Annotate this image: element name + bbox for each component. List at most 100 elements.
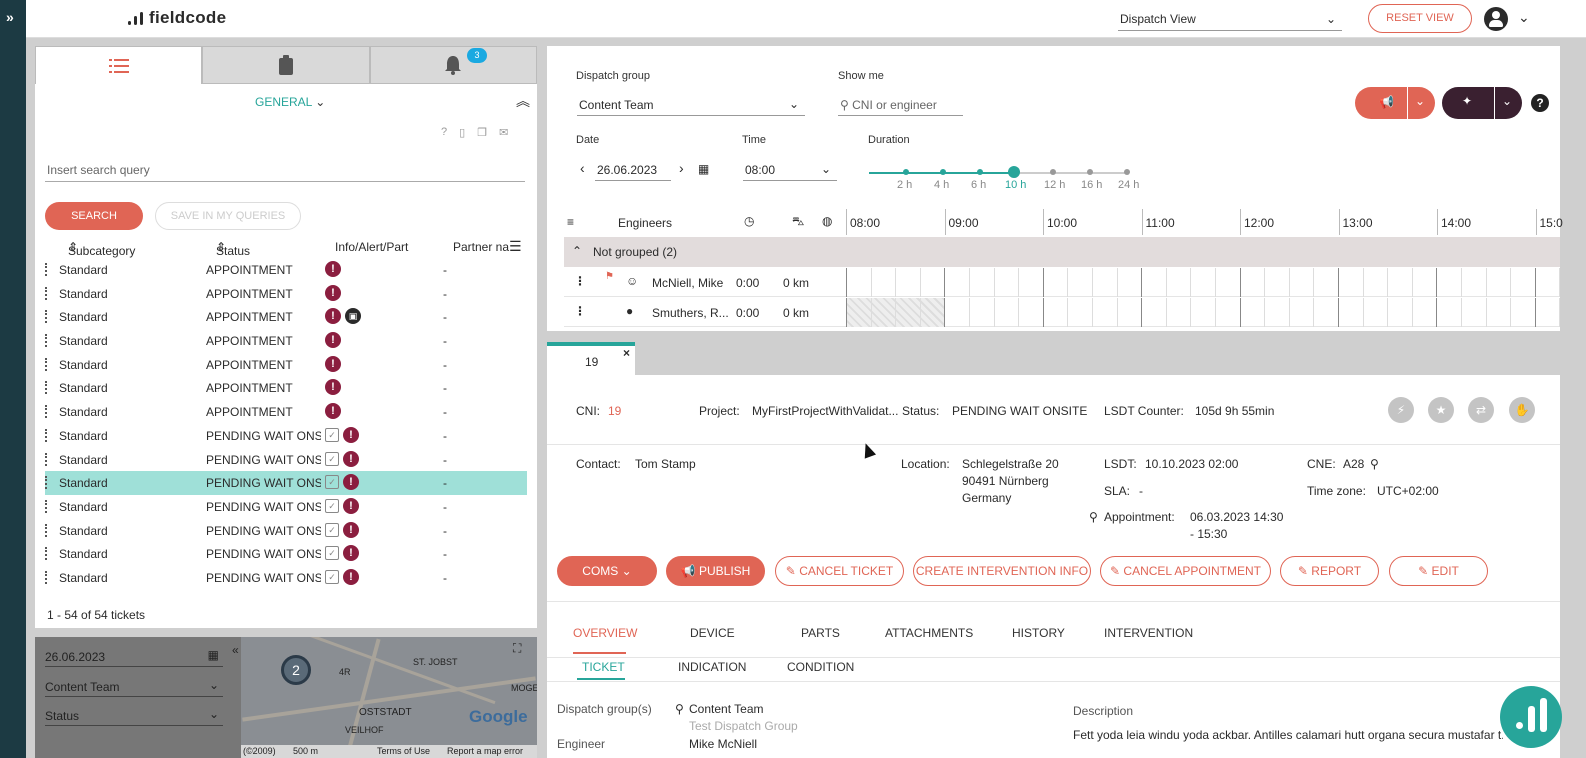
alert-icon[interactable]: ! bbox=[343, 426, 359, 443]
drag-handle-icon[interactable] bbox=[45, 428, 47, 442]
alert-icon[interactable]: ! bbox=[343, 497, 359, 514]
tab-notifications[interactable] bbox=[369, 46, 537, 84]
terms-link[interactable]: Terms of Use bbox=[377, 746, 431, 756]
report-error-link[interactable]: Report a map error bbox=[447, 746, 524, 756]
drag-handle-icon[interactable] bbox=[45, 263, 47, 276]
tab-list[interactable] bbox=[35, 46, 203, 84]
help-icon[interactable]: ? bbox=[1531, 94, 1549, 112]
table-row[interactable]: Standard PENDING WAIT ONS... ✓! - bbox=[45, 424, 527, 448]
close-icon[interactable]: × bbox=[623, 346, 631, 360]
copy-icon[interactable]: ❐ bbox=[477, 127, 488, 139]
map-cluster-marker[interactable]: 2 bbox=[281, 655, 311, 685]
broadcast-button[interactable]: 📢 ⌄ bbox=[1355, 87, 1435, 119]
help-icon[interactable]: ? bbox=[441, 126, 448, 138]
drag-handle-icon[interactable] bbox=[45, 452, 47, 466]
cancel-appointment-button[interactable]: ✎ CANCEL APPOINTMENT bbox=[1100, 556, 1271, 586]
subtab-indication[interactable]: INDICATION bbox=[678, 660, 747, 674]
drag-handle-icon[interactable] bbox=[45, 286, 47, 300]
alert-icon[interactable]: ! bbox=[325, 379, 341, 396]
table-row[interactable]: Standard APPOINTMENT! - bbox=[45, 258, 527, 282]
search-button[interactable]: SEARCH bbox=[45, 202, 143, 230]
drag-handle-icon[interactable] bbox=[45, 357, 47, 371]
duration-stop[interactable] bbox=[1124, 169, 1130, 175]
alert-icon[interactable]: ! bbox=[343, 521, 359, 538]
drag-handle-icon[interactable] bbox=[45, 310, 47, 324]
drag-handle-icon[interactable] bbox=[45, 547, 47, 561]
duration-stop[interactable] bbox=[940, 169, 946, 175]
table-row[interactable]: Standard APPOINTMENT! - bbox=[45, 282, 527, 306]
alert-icon[interactable]: ! bbox=[343, 568, 359, 585]
create-intervention-info-button[interactable]: CREATE INTERVENTION INFO bbox=[913, 556, 1091, 586]
table-row[interactable]: Standard APPOINTMENT! - bbox=[45, 376, 527, 400]
edit-button[interactable]: ✎ EDIT bbox=[1389, 556, 1488, 586]
col-partner[interactable]: Partner na bbox=[453, 240, 510, 254]
star-icon[interactable]: ★ bbox=[1428, 397, 1454, 423]
drag-handle-icon[interactable] bbox=[45, 334, 47, 348]
alert-icon[interactable]: ! bbox=[325, 308, 341, 325]
tab-device[interactable]: DEVICE bbox=[690, 626, 735, 640]
engineer-row[interactable]: ⋮ ● Smuthers, R... 0:00 0 km bbox=[564, 298, 1561, 327]
drag-handle-icon[interactable] bbox=[45, 499, 47, 513]
hand-icon[interactable]: ✋ bbox=[1509, 397, 1535, 423]
cancel-ticket-button[interactable]: ✎ CANCEL TICKET bbox=[775, 556, 904, 586]
alert-icon[interactable]: ! bbox=[343, 474, 359, 491]
alert-icon[interactable]: ! bbox=[325, 355, 341, 372]
calendar-icon[interactable]: ▦ bbox=[207, 648, 219, 662]
auto-dispatch-button[interactable]: ✦ ⌄ bbox=[1442, 87, 1522, 119]
table-row[interactable]: Standard PENDING WAIT ONS... ✓! - bbox=[45, 519, 527, 543]
col-subcategory[interactable]: Subcategory ⇕ bbox=[68, 240, 136, 258]
more-vertical-icon[interactable]: ⋮ bbox=[574, 304, 586, 318]
table-row[interactable]: Standard APPOINTMENT! - bbox=[45, 329, 527, 353]
drag-handle-icon[interactable] bbox=[45, 523, 47, 537]
calendar-icon[interactable]: ▦ bbox=[698, 162, 710, 176]
reset-view-button[interactable]: RESET VIEW bbox=[1368, 4, 1472, 33]
prev-date-icon[interactable]: ‹ bbox=[580, 160, 585, 176]
filter-icon[interactable]: ≡ bbox=[567, 215, 575, 229]
collapse-icon[interactable]: ︽ bbox=[516, 93, 530, 109]
next-date-icon[interactable]: › bbox=[679, 160, 684, 176]
drag-handle-icon[interactable] bbox=[45, 476, 47, 490]
search-input[interactable]: Insert search query bbox=[45, 158, 525, 182]
cne-search-icon[interactable]: ⚲ bbox=[1370, 457, 1379, 471]
time-select[interactable]: 08:00 ⌄ bbox=[743, 159, 837, 181]
assistant-fab[interactable] bbox=[1500, 686, 1562, 748]
ticket-tab[interactable]: 19 × bbox=[547, 342, 635, 375]
duration-stop[interactable] bbox=[1087, 169, 1093, 175]
duration-stop[interactable] bbox=[977, 169, 983, 175]
show-me-input[interactable]: ⚲ CNI or engineer bbox=[838, 94, 963, 116]
duration-stop[interactable] bbox=[1050, 169, 1056, 175]
tab-attachments[interactable]: ATTACHMENTS bbox=[885, 626, 974, 640]
report-button[interactable]: ✎ REPORT bbox=[1280, 556, 1379, 586]
alert-icon[interactable]: ! bbox=[343, 545, 359, 562]
drag-handle-icon[interactable] bbox=[45, 381, 47, 395]
user-menu-chevron-icon[interactable]: ⌄ bbox=[1518, 9, 1530, 25]
map-group-select[interactable]: Content Team ⌄ bbox=[45, 675, 223, 697]
duration-stop[interactable] bbox=[1008, 166, 1020, 178]
appointment-search-icon[interactable]: ⚲ bbox=[1089, 510, 1098, 524]
group-row[interactable]: ⌃ Not grouped (2) bbox=[564, 237, 1560, 267]
table-row[interactable]: Standard PENDING WAIT ONS... ✓! - bbox=[45, 542, 527, 566]
map-canvas[interactable]: 2 ST. JOBST 4R OSTSTADT VEILHOF MOGE ⛶ G… bbox=[241, 637, 537, 758]
mail-icon[interactable]: ✉ bbox=[499, 127, 509, 139]
drag-handle-icon[interactable] bbox=[45, 405, 47, 419]
alert-icon[interactable]: ! bbox=[325, 332, 341, 349]
table-row[interactable]: Standard PENDING WAIT ONS... ✓! - bbox=[45, 471, 527, 495]
alert-icon[interactable]: ! bbox=[325, 261, 341, 277]
user-avatar-icon[interactable] bbox=[1484, 7, 1508, 31]
category-dropdown[interactable]: GENERAL ⌄ bbox=[255, 95, 325, 109]
tab-intervention[interactable]: INTERVENTION bbox=[1104, 626, 1194, 640]
drag-handle-icon[interactable] bbox=[45, 570, 47, 584]
table-row[interactable]: Standard PENDING WAIT ONS... ✓! - bbox=[45, 448, 527, 472]
table-row[interactable]: Standard APPOINTMENT! - bbox=[45, 400, 527, 424]
table-row[interactable]: Standard APPOINTMENT! - bbox=[45, 353, 527, 377]
dispatch-group-select[interactable]: Content Team ⌄ bbox=[577, 94, 805, 116]
map-status-select[interactable]: Status ⌄ bbox=[45, 704, 223, 726]
tab-history[interactable]: HISTORY bbox=[1012, 626, 1065, 640]
view-select[interactable]: Dispatch View ⌄ bbox=[1118, 9, 1342, 31]
flash-icon[interactable]: ⚡ bbox=[1388, 397, 1414, 423]
table-row[interactable]: Standard APPOINTMENT! ▣ - bbox=[45, 305, 527, 329]
publish-button[interactable]: 📢 PUBLISH bbox=[666, 556, 765, 586]
col-status[interactable]: Status ⇕ bbox=[216, 240, 251, 258]
table-row[interactable]: Standard PENDING WAIT ONS... ✓! - bbox=[45, 566, 527, 590]
fullscreen-icon[interactable]: ⛶ bbox=[513, 641, 522, 655]
